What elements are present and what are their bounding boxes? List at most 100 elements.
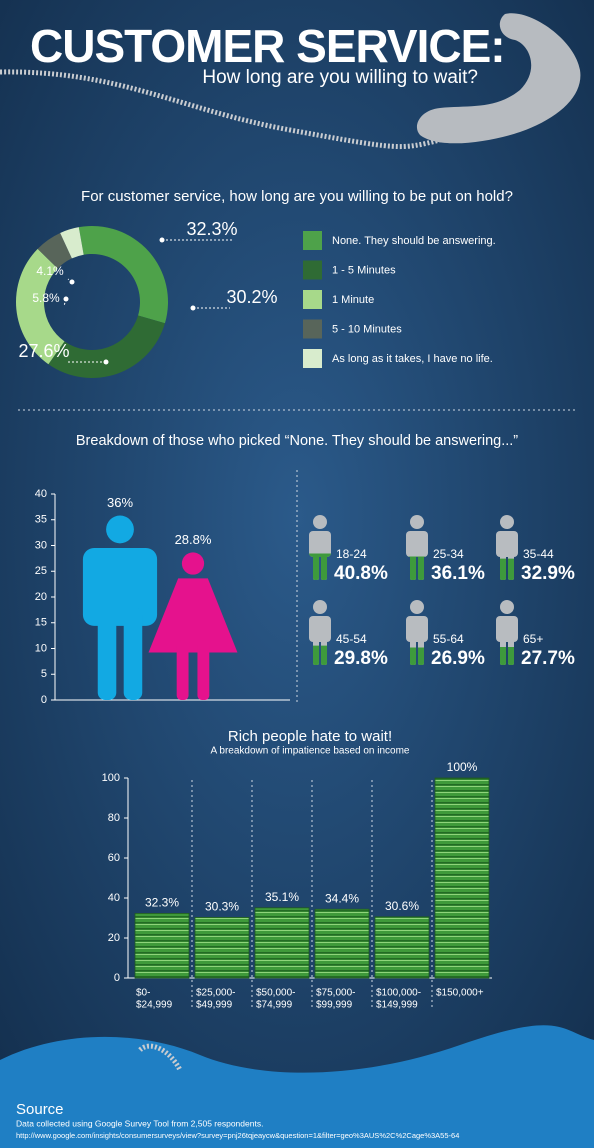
leader-dot: [159, 237, 165, 243]
phone-cord: [0, 69, 441, 150]
icon-leg: [321, 553, 327, 580]
data-label: 27.6%: [18, 341, 69, 361]
icon-body: [406, 616, 428, 642]
age-label: 55-64: [433, 632, 464, 646]
icon-leg: [313, 645, 319, 665]
y-tick-label: 40: [108, 892, 120, 904]
x-tick-label: $150,000+: [436, 988, 484, 999]
icon-body: [496, 616, 518, 642]
icon-head: [313, 600, 327, 614]
figure-body: [82, 547, 158, 626]
figure-leg: [97, 607, 117, 700]
icon-head: [410, 515, 424, 529]
icon-leg: [418, 647, 424, 665]
age-label: 18-24: [336, 547, 367, 561]
chart-subtitle: A breakdown of impatience based on incom…: [210, 746, 409, 757]
icon-leg: [410, 556, 416, 580]
source-line: http://www.google.com/insights/consumers…: [16, 1131, 459, 1140]
data-label: 36.1%: [431, 563, 485, 584]
y-tick-label: 80: [108, 812, 120, 824]
data-label: 26.9%: [431, 648, 485, 669]
leader-dot: [190, 305, 196, 311]
icon-body: [496, 531, 518, 557]
icon-body: [309, 616, 331, 642]
icon-leg: [418, 556, 424, 580]
x-tick-label: $0-: [136, 988, 150, 999]
leader-dot: [63, 296, 69, 302]
money-stack: [374, 916, 430, 979]
age-label: 35-44: [523, 547, 554, 561]
money-stack: [194, 917, 250, 979]
data-label: 27.7%: [521, 648, 575, 669]
money-stack: [254, 907, 310, 979]
data-label: 40.8%: [334, 563, 388, 584]
legend-swatch: [303, 290, 322, 309]
data-label: 34.4%: [325, 891, 359, 905]
x-tick-label: $75,000-: [316, 988, 355, 999]
legend-swatch: [303, 319, 322, 339]
icon-head: [500, 600, 514, 614]
icon-leg: [500, 558, 506, 580]
money-stack: [434, 777, 490, 979]
source-line: Data collected using Google Survey Tool …: [16, 1118, 263, 1128]
data-label: 32.3%: [145, 896, 179, 910]
data-label: 32.3%: [186, 219, 237, 239]
y-tick-label: 0: [114, 972, 120, 984]
icon-head: [500, 515, 514, 529]
donut-segment: [78, 226, 168, 324]
data-label: 35.1%: [265, 890, 299, 904]
icon-head: [313, 515, 327, 529]
x-tick-label: $50,000-: [256, 988, 295, 999]
phone-cord: [138, 1043, 183, 1072]
icon-body: [406, 531, 428, 557]
y-tick-label: 0: [41, 694, 47, 706]
donut-segment: [16, 248, 65, 365]
donut-segment: [60, 227, 84, 259]
age-label: 25-34: [433, 547, 464, 561]
male-figure: [82, 515, 158, 700]
y-tick-label: 20: [35, 591, 47, 603]
icon-leg: [508, 558, 514, 580]
icon-leg: [500, 646, 506, 665]
icon-head: [410, 600, 424, 614]
figure-head: [181, 552, 205, 575]
data-label: 36%: [107, 495, 133, 510]
y-tick-label: 30: [35, 539, 47, 551]
female-figure: [148, 552, 238, 700]
y-tick-label: 25: [35, 565, 47, 577]
age-icon-fill: [313, 645, 327, 665]
figure-leg: [176, 640, 189, 700]
age-label: 65+: [523, 632, 543, 646]
subtitle: How long are you willing to wait?: [202, 67, 478, 88]
y-tick-label: 100: [102, 772, 120, 784]
legend-swatch: [303, 260, 322, 280]
data-label: 5.8%: [32, 291, 60, 305]
x-tick-label: $100,000-: [376, 988, 421, 999]
data-label: 30.2%: [226, 287, 277, 307]
x-tick-label: $25,000-: [196, 988, 235, 999]
age-icon-fill: [500, 646, 514, 665]
leader-dot: [69, 279, 75, 285]
x-tick-label: $24,999: [136, 1000, 173, 1011]
leader-dot: [103, 359, 109, 365]
legend-swatch: [303, 349, 322, 368]
money-stack: [314, 908, 370, 979]
data-label: 32.9%: [521, 563, 575, 584]
legend-label: None. They should be answering.: [332, 235, 496, 247]
icon-leg: [313, 553, 319, 580]
figure-leg: [123, 607, 143, 700]
figure-dress: [148, 578, 238, 653]
y-tick-label: 35: [35, 514, 47, 526]
legend-label: 1 Minute: [332, 294, 374, 306]
y-tick-label: 5: [41, 668, 47, 680]
x-tick-label: $99,999: [316, 1000, 353, 1011]
y-tick-label: 40: [35, 488, 47, 500]
y-tick-label: 60: [108, 852, 120, 864]
y-tick-label: 10: [35, 642, 47, 654]
chart-title: Rich people hate to wait!: [228, 728, 392, 745]
x-tick-label: $149,999: [376, 1000, 418, 1011]
data-label: 4.1%: [36, 264, 64, 278]
legend-label: 1 - 5 Minutes: [332, 264, 396, 276]
legend-label: As long as it takes, I have no life.: [332, 353, 493, 365]
